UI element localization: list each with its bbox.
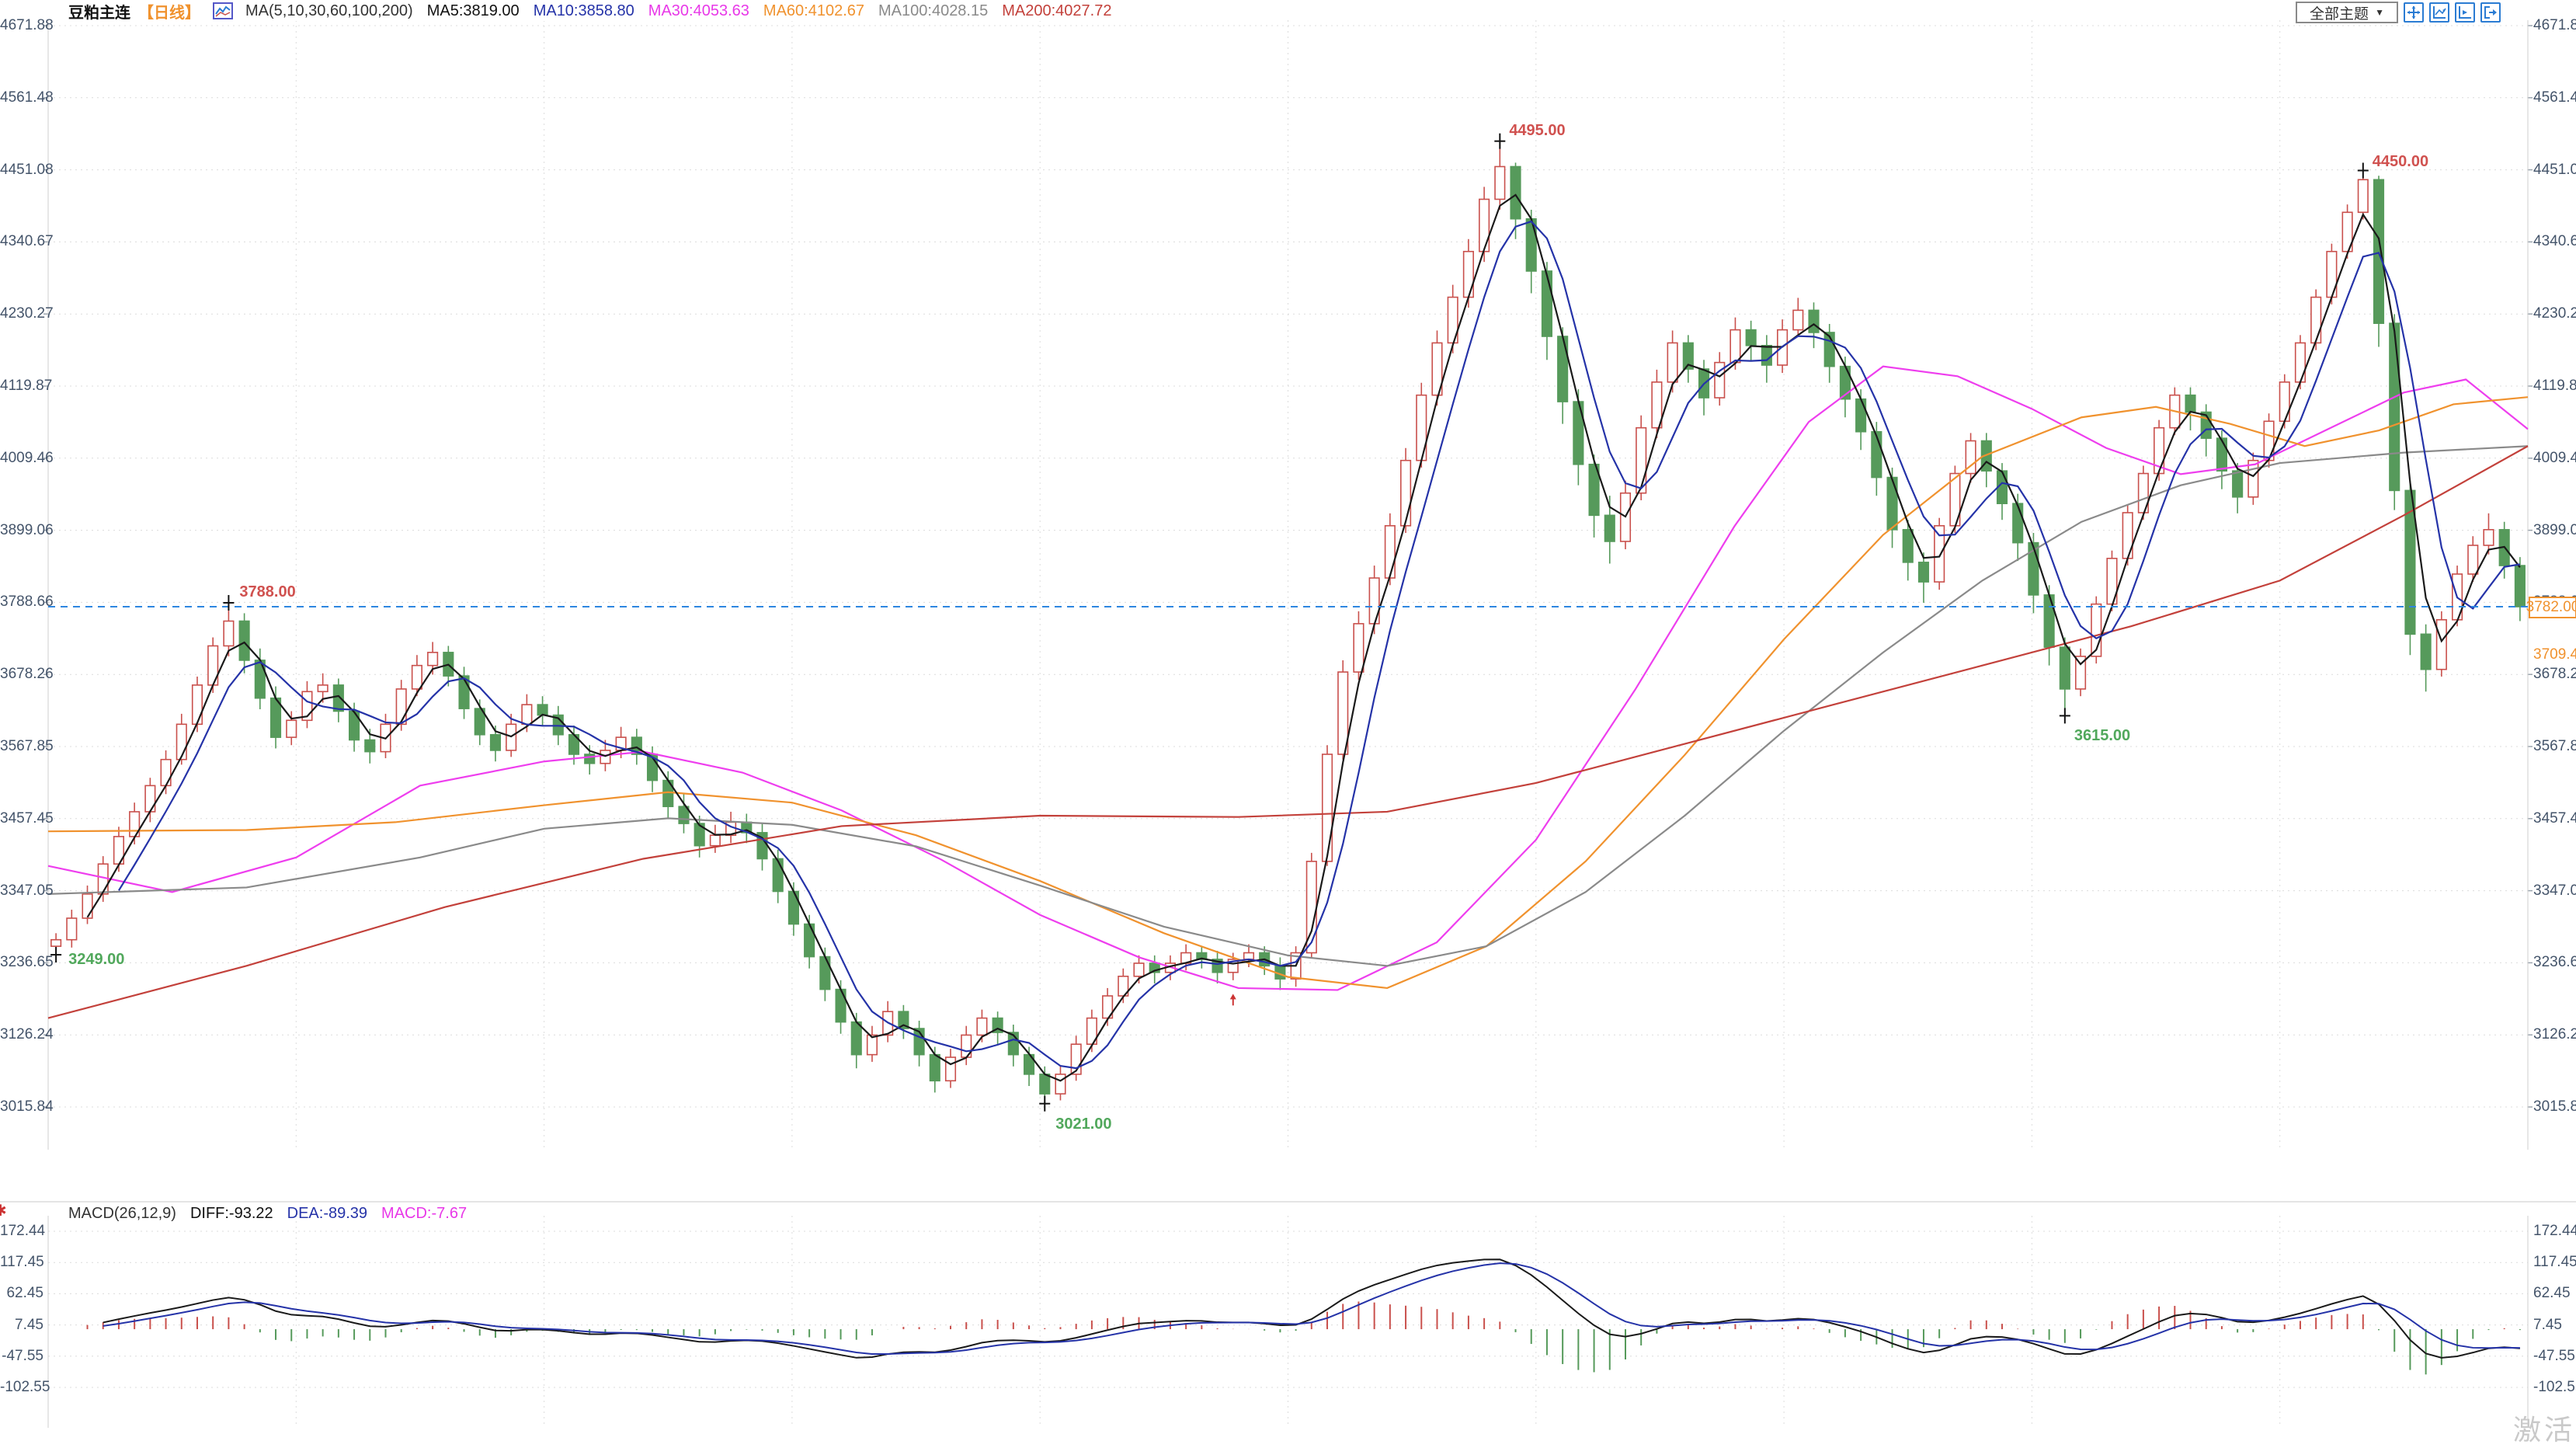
axis-tick-label: 3015.84 <box>0 1098 54 1115</box>
axis-tick-label: 4119.87 <box>2533 378 2576 394</box>
axis-tick-label: 4451.08 <box>2533 161 2576 178</box>
axis-tick-label: 3236.65 <box>0 954 54 971</box>
ma100-line <box>47 445 2529 967</box>
legend-item: MA100:4028.15 <box>878 2 989 19</box>
ma-legend: MA(5,10,30,60,100,200) MA5:3819.00 MA10:38… <box>245 2 1111 20</box>
settlement-value: 3709.47 <box>2533 646 2576 663</box>
axis-tick-label: 4561.48 <box>0 89 54 106</box>
ma60-line <box>47 396 2529 990</box>
axis-tick-label: 7.45 <box>15 1316 43 1333</box>
diff-line <box>103 1258 2520 1359</box>
axis-tick-label: 172.44 <box>0 1223 46 1239</box>
line-chart-icon[interactable] <box>213 2 233 19</box>
axis-tick-label: 3788.66 <box>0 593 54 611</box>
legend-item: MA60:4102.67 <box>763 2 865 19</box>
legend-item: MA10:3858.80 <box>533 2 634 19</box>
axis-tick-label: -47.55 <box>2533 1347 2575 1364</box>
axis-tick-label: 62.45 <box>2533 1285 2571 1302</box>
axis-tick-label: 3899.06 <box>0 521 54 538</box>
axis-tick-label: -47.55 <box>2 1347 43 1364</box>
axis-tick-label: 3236.65 <box>2533 954 2576 971</box>
theme-dropdown-label: 全部主题 <box>2310 5 2369 23</box>
axis-tick-label: 3678.26 <box>2533 666 2576 683</box>
axis-tick-label: 62.45 <box>6 1285 43 1302</box>
axis-tick-label: 3126.24 <box>0 1026 54 1043</box>
axis-tick-label: 3567.85 <box>2533 738 2576 754</box>
axis-tick-label: 3899.06 <box>2533 521 2576 538</box>
axis-tick-label: 4671.88 <box>0 17 54 33</box>
axis-tick-label: 4340.67 <box>0 233 54 250</box>
axis-tick-label: -102.55 <box>0 1379 50 1395</box>
toolbar: 全部主题 ▼ <box>2296 2 2501 23</box>
dea-line <box>103 1262 2520 1356</box>
macd-header: MACD(26,12,9) DIFF:-93.22 DEA:-89.39 MACD:-… <box>68 1205 467 1223</box>
axis-tick-label: 4340.67 <box>2533 233 2576 250</box>
current-price-value: 3782.00 <box>2526 599 2576 615</box>
price-annotation-3249.00: 3249.00 <box>68 951 125 969</box>
axis-tick-label: 4561.48 <box>2533 89 2576 106</box>
chart-header: 豆粕主连 【日线】 MA(5,10,30,60,100,200) MA5:3819… <box>68 1 1120 22</box>
axis-tick-label: 3567.85 <box>0 738 54 754</box>
chevron-down-icon: ▼ <box>2375 7 2384 18</box>
watermark-text: 激活 <box>2513 1414 2576 1446</box>
price-annotation-3021.00: 3021.00 <box>1055 1115 1112 1133</box>
legend-item: MA30:4053.63 <box>648 2 749 19</box>
price-annotation-4450.00: 4450.00 <box>2372 152 2429 170</box>
settlement-label: 3709.47 <box>2532 646 2576 664</box>
axis-tick-label: 117.45 <box>2533 1254 2576 1271</box>
legend-item: MA5:3819.00 <box>426 2 520 19</box>
axis-tick-label: 3347.05 <box>0 882 54 899</box>
axis-tick-label: 3347.05 <box>2533 882 2576 899</box>
axis-tick-label: 4009.46 <box>0 449 54 466</box>
instrument-title: 豆粕主连 <box>68 4 130 22</box>
axis-play-icon[interactable] <box>2455 2 2475 23</box>
ma10-line <box>118 220 2521 1070</box>
axis-tick-label: 4119.87 <box>0 378 53 394</box>
red-edge-marker-icon: ✱ <box>0 1203 7 1220</box>
ma30-line <box>47 365 2529 991</box>
theme-dropdown[interactable]: 全部主题 ▼ <box>2296 2 2398 23</box>
legend-item: MACD:-7.67 <box>381 1205 468 1222</box>
axis-tick-label: 4009.46 <box>2533 449 2576 466</box>
move-crosshair-icon[interactable] <box>2404 2 2424 23</box>
axis-tick-label: 4230.27 <box>2533 305 2576 322</box>
legend-item: DIFF:-93.22 <box>189 1205 273 1222</box>
axis-tick-label: 3457.45 <box>0 809 54 827</box>
axis-tick-label: 4671.88 <box>2533 17 2576 33</box>
axis-tick-label: 3015.84 <box>2533 1098 2576 1115</box>
axis-tick-label: 172.44 <box>2533 1223 2576 1239</box>
macd-legend: MACD(26,12,9) DIFF:-93.22 DEA:-89.39 MACD:-… <box>68 1205 467 1223</box>
price-annotation-4495.00: 4495.00 <box>1509 121 1566 139</box>
axis-tick-label: 3126.24 <box>2533 1026 2576 1043</box>
period-tag: 【日线】 <box>138 4 200 22</box>
legend-item: MA(5,10,30,60,100,200) <box>245 2 413 19</box>
axis-tick-label: 3457.45 <box>2533 809 2576 827</box>
ma200-line <box>47 445 2529 1019</box>
axis-scale-icon[interactable] <box>2429 2 2449 23</box>
axis-tick-label: 4230.27 <box>0 305 54 322</box>
price-annotation-3788.00: 3788.00 <box>239 583 296 600</box>
axis-tick-label: 117.45 <box>0 1254 44 1271</box>
legend-item: MA200:4027.72 <box>1002 2 1112 19</box>
legend-item: MACD(26,12,9) <box>68 1205 176 1222</box>
ma5-line <box>86 193 2521 1082</box>
axis-tick-label: -102.55 <box>2533 1379 2576 1395</box>
export-chart-icon[interactable] <box>2480 2 2501 23</box>
current-price-label: 3782.00 <box>2526 597 2576 618</box>
legend-item: DEA:-89.39 <box>287 1205 368 1222</box>
axis-tick-label: 4451.08 <box>0 161 54 178</box>
axis-tick-label: 7.45 <box>2533 1316 2562 1333</box>
axis-tick-label: 3678.26 <box>0 666 54 683</box>
price-annotation-3615.00: 3615.00 <box>2074 727 2131 745</box>
